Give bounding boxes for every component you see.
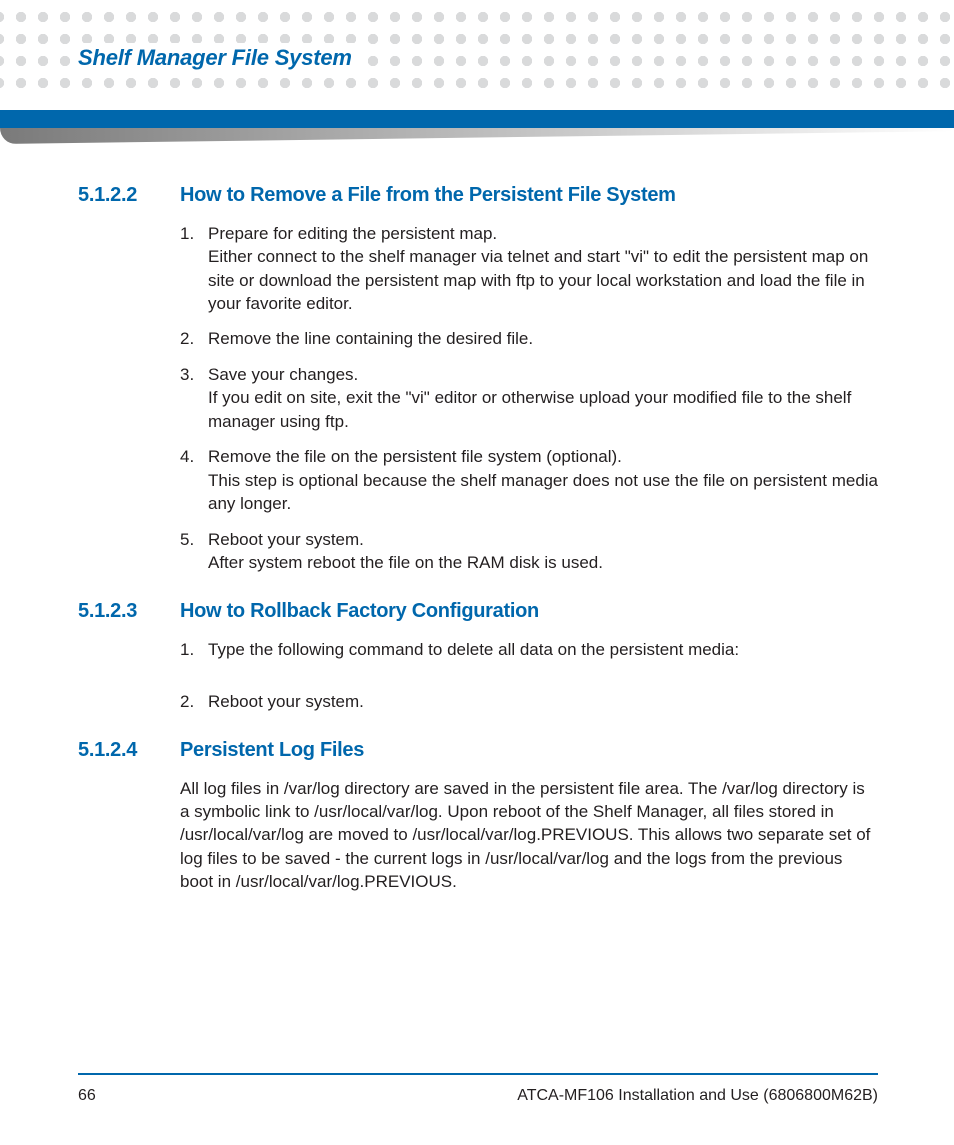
header-gradient-bar bbox=[0, 128, 954, 144]
section-number: 5.1.2.4 bbox=[78, 737, 180, 765]
page-number: 66 bbox=[78, 1085, 96, 1107]
section-heading: 5.1.2.3 How to Rollback Factory Configur… bbox=[78, 598, 878, 626]
section-title: How to Remove a File from the Persistent… bbox=[180, 182, 676, 210]
list-item: Remove the file on the persistent file s… bbox=[180, 445, 878, 515]
list-item: Reboot your system. After system reboot … bbox=[180, 528, 878, 575]
section-5-1-2-2: 5.1.2.2 How to Remove a File from the Pe… bbox=[78, 182, 878, 574]
paragraph-text: All log files in /var/log directory are … bbox=[180, 777, 878, 894]
section-heading: 5.1.2.4 Persistent Log Files bbox=[78, 737, 878, 765]
list-item: Type the following command to delete all… bbox=[180, 638, 878, 661]
footer-doc-title: ATCA-MF106 Installation and Use (6806800… bbox=[517, 1085, 878, 1107]
step-list: Type the following command to delete all… bbox=[180, 638, 878, 713]
header-blue-bar bbox=[0, 110, 954, 128]
list-item: Save your changes. If you edit on site, … bbox=[180, 363, 878, 433]
section-5-1-2-4: 5.1.2.4 Persistent Log Files All log fil… bbox=[78, 737, 878, 894]
section-title: How to Rollback Factory Configuration bbox=[180, 598, 539, 626]
section-heading: 5.1.2.2 How to Remove a File from the Pe… bbox=[78, 182, 878, 210]
list-item: Remove the line containing the desired f… bbox=[180, 327, 878, 350]
page-content: 5.1.2.2 How to Remove a File from the Pe… bbox=[78, 182, 878, 918]
step-main-text: Save your changes. bbox=[208, 363, 878, 386]
section-title: Persistent Log Files bbox=[180, 737, 364, 765]
step-main-text: Reboot your system. bbox=[208, 690, 878, 713]
section-number: 5.1.2.3 bbox=[78, 598, 180, 626]
step-detail-text: This step is optional because the shelf … bbox=[208, 469, 878, 516]
step-main-text: Reboot your system. bbox=[208, 528, 878, 551]
step-detail-text: If you edit on site, exit the "vi" edito… bbox=[208, 386, 878, 433]
section-5-1-2-3: 5.1.2.3 How to Rollback Factory Configur… bbox=[78, 598, 878, 713]
list-item: Prepare for editing the persistent map. … bbox=[180, 222, 878, 316]
step-detail-text: After system reboot the file on the RAM … bbox=[208, 551, 878, 574]
footer-rule bbox=[78, 1073, 878, 1075]
list-item: Reboot your system. bbox=[180, 690, 878, 713]
step-main-text: Prepare for editing the persistent map. bbox=[208, 222, 878, 245]
step-main-text: Type the following command to delete all… bbox=[208, 638, 878, 661]
step-main-text: Remove the line containing the desired f… bbox=[208, 327, 878, 350]
step-detail-text: Either connect to the shelf manager via … bbox=[208, 245, 878, 315]
page-footer: 66 ATCA-MF106 Installation and Use (6806… bbox=[78, 1073, 878, 1107]
page-header-title: Shelf Manager File System bbox=[78, 43, 362, 73]
section-number: 5.1.2.2 bbox=[78, 182, 180, 210]
step-list: Prepare for editing the persistent map. … bbox=[180, 222, 878, 575]
step-main-text: Remove the file on the persistent file s… bbox=[208, 445, 878, 468]
